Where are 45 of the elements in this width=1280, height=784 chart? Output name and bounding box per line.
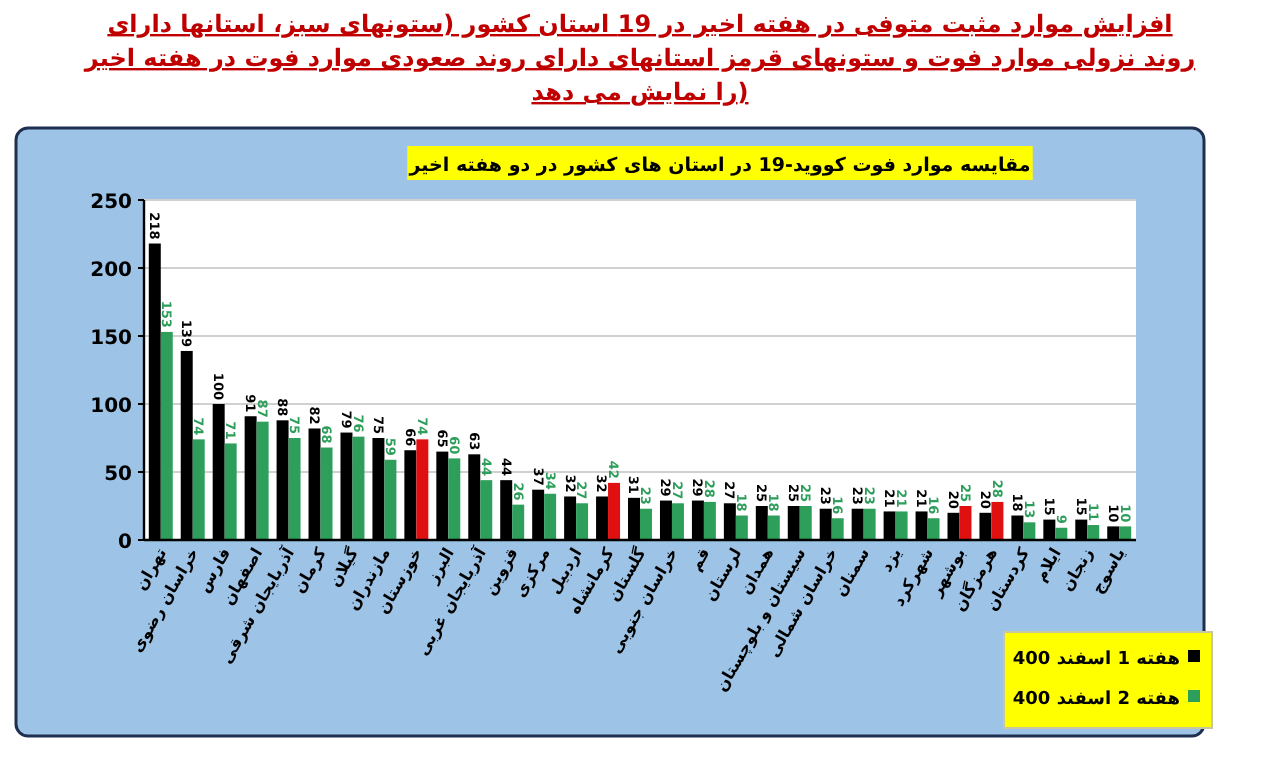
legend-label: هفته 2 اسفند 400 <box>1012 690 1180 710</box>
bar <box>288 438 301 540</box>
chart-title: افزایش موارد مثبت متوفی در هفته اخیر در 19 استان کشور (ستونهای سبز، استانها دارای روند نزولی موارد فوت و ستونهای قرمز استانهای دارای روند صعودی موارد فوت در هفته اخیر را نمایش می دهد) <box>82 10 1196 106</box>
bar <box>895 511 908 540</box>
x-tick-label: گیلان <box>323 543 363 591</box>
x-tick-label: ایلام <box>1031 544 1066 585</box>
bar <box>1023 522 1036 540</box>
bar <box>608 482 621 540</box>
y-tick-label: 250 <box>90 192 133 214</box>
bar <box>671 503 684 540</box>
y-tick-label: 150 <box>90 328 133 350</box>
bar <box>512 504 525 540</box>
bar <box>384 459 397 540</box>
bar <box>1119 526 1132 540</box>
bar <box>959 506 972 540</box>
bar <box>448 458 461 540</box>
bar <box>192 439 205 540</box>
bar <box>576 503 589 540</box>
bar <box>735 515 748 540</box>
bar <box>544 493 557 540</box>
bar <box>256 421 269 540</box>
bar <box>703 501 716 540</box>
bar <box>991 501 1004 540</box>
x-tick-label: سمنان <box>831 544 874 600</box>
bar <box>160 331 173 540</box>
bar <box>224 443 237 540</box>
bar <box>416 439 429 540</box>
bar <box>352 436 365 540</box>
chart-subtitle: مقایسه موارد فوت کووید-19 در استان های کشور در دو هفته اخیر <box>407 155 1031 177</box>
bar <box>1087 525 1100 540</box>
bar <box>831 518 844 540</box>
bar <box>640 508 652 540</box>
bar <box>799 506 812 540</box>
bar <box>480 480 493 540</box>
bar <box>927 518 940 540</box>
bar <box>1055 527 1068 540</box>
bar <box>767 515 780 540</box>
legend-label: هفته 1 اسفند 400 <box>1012 650 1180 670</box>
y-tick-label: 100 <box>90 396 133 418</box>
y-tick-label: 0 <box>118 532 133 554</box>
x-tick-label: قم <box>686 545 714 574</box>
y-tick-label: 200 <box>90 260 133 282</box>
y-tick-label: 50 <box>104 464 133 486</box>
bar <box>320 447 333 540</box>
bar <box>863 508 876 540</box>
